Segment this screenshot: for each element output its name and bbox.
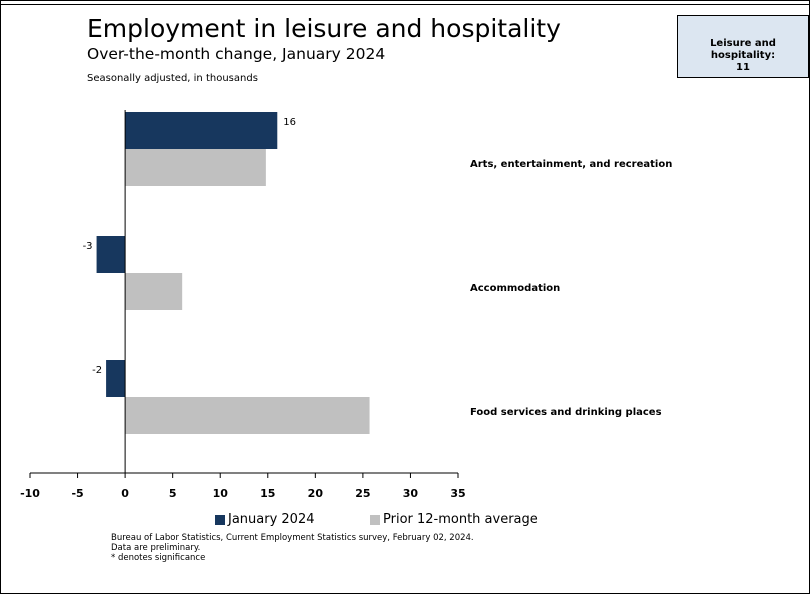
data-label-2: -2 (92, 365, 102, 376)
x-tick-label-0: -10 (20, 487, 40, 500)
legend-swatch-prior-average (370, 515, 380, 525)
x-tick-label-7: 25 (355, 487, 370, 500)
bar-prior-average-2 (125, 397, 370, 434)
bar-january-2024-1 (96, 236, 126, 273)
source-line: Bureau of Labor Statistics, Current Empl… (111, 533, 474, 543)
legend-label-prior-average: Prior 12-month average (383, 512, 538, 527)
total-callout-box: Leisure and hospitality: 11 (677, 15, 809, 78)
chart-subtitle: Over-the-month change, January 2024 (87, 45, 386, 63)
callout-value: 11 (736, 62, 750, 73)
category-label-1: Accommodation (470, 283, 560, 294)
legend-swatch-january-2024 (215, 515, 225, 525)
x-tick-label-8: 30 (403, 487, 419, 500)
data-label-1: -3 (83, 241, 93, 252)
x-tick-label-1: -5 (71, 487, 83, 500)
units-note: Seasonally adjusted, in thousands (87, 73, 258, 84)
callout-label: Leisure and hospitality: (710, 38, 776, 61)
bar-chart: 16 Arts, entertainment, and recreation -3 A… (20, 110, 672, 500)
legend-item-prior-average: Prior 12-month average (370, 512, 538, 528)
x-tick-label-3: 5 (169, 487, 177, 500)
x-tick-label-4: 10 (213, 487, 229, 500)
legend-label-january-2024: January 2024 (228, 512, 315, 527)
legend-item-january-2024: January 2024 (215, 512, 315, 528)
chart-title: Employment in leisure and hospitality (87, 14, 561, 43)
data-label-0: 16 (283, 117, 296, 128)
top-border-line (1, 4, 809, 5)
bar-prior-average-0 (125, 149, 266, 186)
x-tick-label-5: 15 (260, 487, 275, 500)
bar-january-2024-2 (106, 360, 126, 397)
x-tick-label-2: 0 (121, 487, 129, 500)
bar-january-2024-0 (125, 112, 278, 149)
x-tick-label-9: 35 (450, 487, 465, 500)
x-tick-label-6: 20 (308, 487, 324, 500)
category-label-0: Arts, entertainment, and recreation (470, 159, 672, 170)
significance-line: * denotes significance (111, 553, 206, 563)
source-notes: Bureau of Labor Statistics, Current Empl… (111, 533, 474, 563)
bar-prior-average-1 (125, 273, 183, 310)
preliminary-line: Data are preliminary. (111, 543, 201, 553)
category-label-2: Food services and drinking places (470, 407, 662, 418)
